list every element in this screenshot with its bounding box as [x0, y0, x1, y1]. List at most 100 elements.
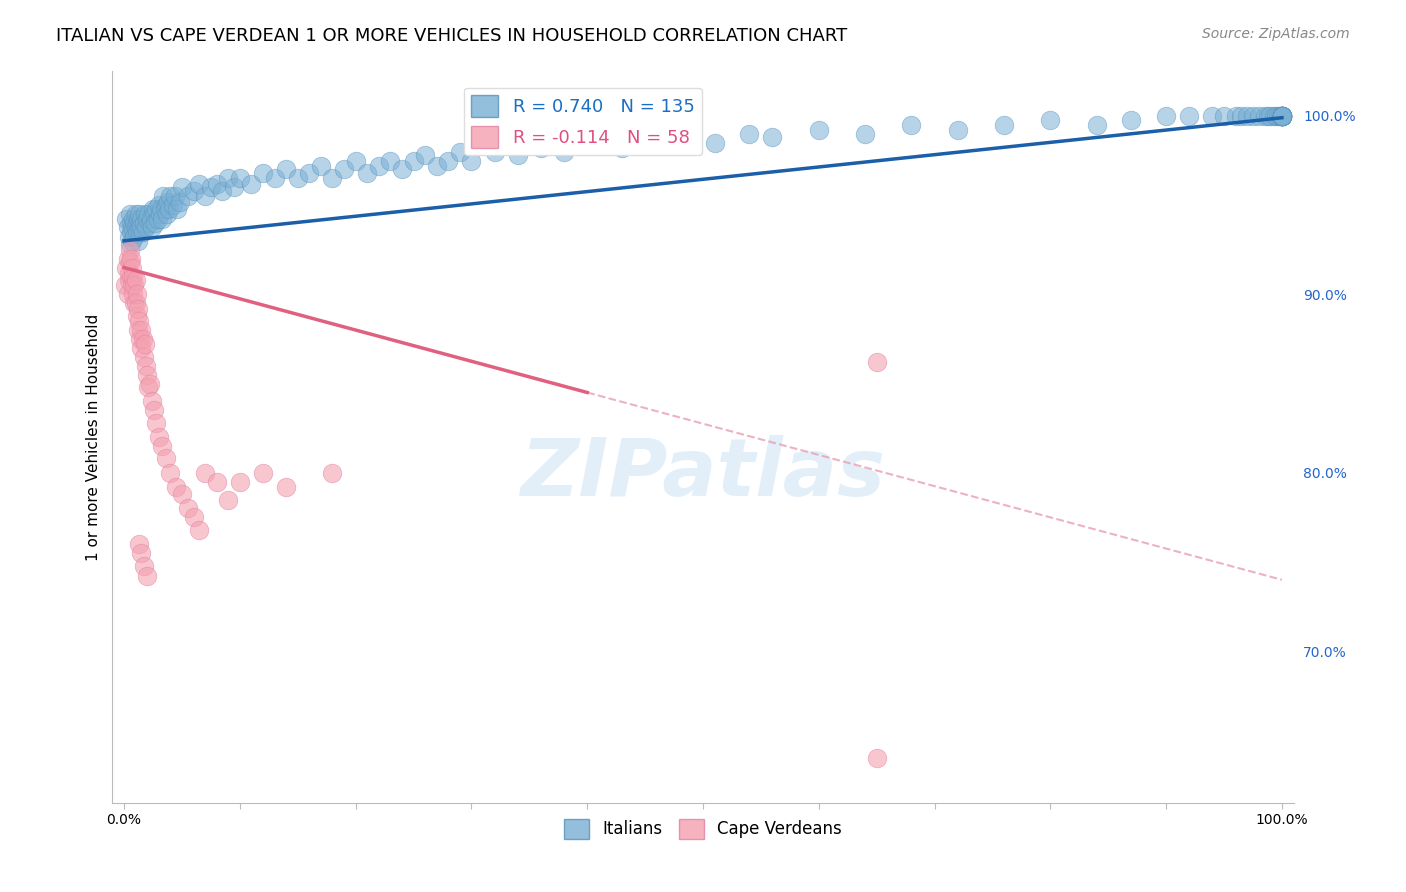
Point [131, 225, 153, 239]
Point [460, 153, 482, 168]
Point [866, 355, 889, 369]
Point [118, 237, 141, 252]
Point [125, 287, 148, 301]
Point [121, 234, 143, 248]
Point [120, 216, 142, 230]
Point [118, 255, 141, 269]
Point [170, 180, 193, 194]
Point [530, 141, 553, 155]
Point [124, 296, 146, 310]
Point [118, 243, 141, 257]
Text: ZIPatlas: ZIPatlas [520, 434, 886, 513]
Point [309, 159, 332, 173]
Point [153, 202, 176, 216]
Point [136, 368, 159, 382]
Point [136, 212, 159, 227]
Point [125, 309, 148, 323]
Point [681, 130, 703, 145]
Point [217, 171, 239, 186]
Point [506, 148, 529, 162]
Legend: Italians, Cape Verdeans: Italians, Cape Verdeans [557, 812, 849, 846]
Point [165, 480, 187, 494]
Point [484, 145, 506, 159]
Point [276, 162, 298, 177]
Point [1257, 109, 1279, 123]
Point [114, 278, 136, 293]
Point [866, 751, 889, 765]
Point [117, 287, 139, 301]
Point [131, 332, 153, 346]
Point [143, 207, 166, 221]
Point [333, 162, 356, 177]
Point [134, 337, 156, 351]
Point [138, 216, 160, 230]
Point [134, 207, 156, 221]
Point [211, 184, 233, 198]
Point [1178, 109, 1201, 123]
Point [170, 487, 193, 501]
Point [402, 153, 425, 168]
Point [1271, 109, 1294, 123]
Point [135, 219, 157, 234]
Point [222, 180, 245, 194]
Point [610, 141, 633, 155]
Point [148, 198, 170, 212]
Point [118, 207, 141, 221]
Point [344, 153, 367, 168]
Point [128, 219, 150, 234]
Point [132, 350, 155, 364]
Point [217, 492, 239, 507]
Point [1121, 112, 1143, 127]
Point [166, 202, 188, 216]
Point [127, 234, 149, 248]
Point [169, 194, 191, 209]
Point [321, 171, 343, 186]
Point [356, 166, 378, 180]
Point [1265, 109, 1288, 123]
Point [117, 252, 139, 266]
Point [1201, 109, 1223, 123]
Point [150, 202, 173, 216]
Point [738, 127, 761, 141]
Point [142, 202, 165, 216]
Point [205, 475, 228, 489]
Point [703, 136, 725, 150]
Point [367, 159, 389, 173]
Point [437, 153, 460, 168]
Y-axis label: 1 or more Vehicles in Household: 1 or more Vehicles in Household [86, 313, 101, 561]
Point [252, 466, 274, 480]
Point [120, 269, 142, 284]
Point [1085, 118, 1108, 132]
Point [194, 466, 217, 480]
Point [183, 510, 205, 524]
Point [426, 159, 449, 173]
Point [152, 189, 174, 203]
Point [391, 162, 413, 177]
Point [1267, 109, 1289, 123]
Point [1247, 109, 1270, 123]
Point [117, 219, 139, 234]
Point [1271, 109, 1294, 123]
Point [127, 212, 149, 227]
Point [122, 287, 145, 301]
Point [129, 225, 152, 239]
Point [413, 148, 436, 162]
Point [132, 216, 155, 230]
Point [1271, 109, 1294, 123]
Point [131, 341, 153, 355]
Point [120, 252, 142, 266]
Point [136, 569, 159, 583]
Point [380, 153, 402, 168]
Point [1236, 109, 1258, 123]
Point [807, 123, 830, 137]
Point [900, 118, 922, 132]
Point [121, 260, 143, 275]
Point [125, 216, 148, 230]
Point [1039, 112, 1062, 127]
Point [115, 260, 138, 275]
Point [127, 323, 149, 337]
Point [145, 416, 167, 430]
Point [159, 466, 181, 480]
Point [127, 301, 149, 316]
Point [118, 266, 141, 280]
